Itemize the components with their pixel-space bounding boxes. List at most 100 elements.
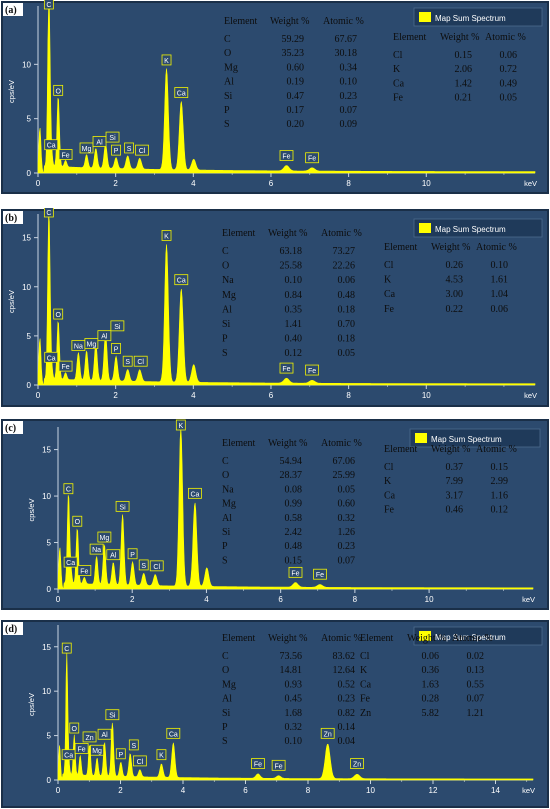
peak-label-text: Si <box>109 135 116 142</box>
peak-label-box <box>72 515 83 527</box>
peak-label-box <box>251 758 265 769</box>
y-tick-label: 10 <box>22 60 31 69</box>
peak-label-text: S <box>125 359 130 366</box>
y-tick-label: 0 <box>47 585 52 594</box>
peak-label-box <box>138 559 149 571</box>
table-left-atomic: 0.82 <box>338 708 356 719</box>
peak-label: K <box>161 54 172 66</box>
table-left-atomic: 0.09 <box>340 119 358 130</box>
peak-label-box <box>82 731 97 743</box>
table-right-weight: 1.42 <box>455 78 473 89</box>
peak-label: Na <box>89 543 104 555</box>
peak-label: Al <box>97 728 112 740</box>
table-left-weight: 0.60 <box>287 62 305 73</box>
peak-label: Fe <box>279 362 294 374</box>
table-left-weight: 0.19 <box>287 77 305 88</box>
table-left-header: Weight % <box>270 16 309 27</box>
legend-text: Map Sum Spectrum <box>435 225 506 234</box>
x-tick-label: 4 <box>191 391 196 400</box>
peak-label-box <box>44 139 59 151</box>
peak-label: Mg <box>84 338 99 349</box>
panel-label-box <box>3 421 23 434</box>
legend-swatch <box>415 433 427 443</box>
table-left-atomic: 67.67 <box>335 34 358 45</box>
table-left-element: Na <box>222 275 234 286</box>
y-tick-label: 5 <box>27 332 32 341</box>
peak-label: C <box>61 642 72 654</box>
peak-label-text: P <box>118 752 123 759</box>
table-right-header: Weight % <box>431 444 470 455</box>
peak-label: K <box>175 419 186 431</box>
table-right-header: Weight % <box>431 242 470 253</box>
table-left-weight: 0.32 <box>285 722 303 733</box>
panel-label: (b) <box>3 211 23 224</box>
table-left-atomic: 30.18 <box>335 48 358 59</box>
peak-label-text: P <box>114 148 119 155</box>
table-right-atomic: 0.02 <box>467 651 485 662</box>
peak-label-text: P <box>114 346 119 353</box>
table-right-weight: 0.36 <box>422 665 440 676</box>
peak-label: Si <box>105 131 120 143</box>
peak-label: Ca <box>63 556 78 568</box>
peak-label: C <box>43 0 54 10</box>
table-left-element: Mg <box>224 62 238 73</box>
peak-label-text: Zn <box>353 762 361 769</box>
table-left-element: O <box>222 261 229 272</box>
table-right-weight: 0.37 <box>446 462 464 473</box>
table-right-weight: 0.06 <box>422 651 440 662</box>
table-left-element: Al <box>222 513 232 524</box>
table-right-element: Cl <box>384 462 394 473</box>
panel-label-text: (d) <box>5 624 17 635</box>
peak-label: Mg <box>90 744 104 756</box>
x-tick-label: 0 <box>56 595 61 604</box>
table-left-element: Al <box>222 304 232 315</box>
peak-label-box <box>90 744 104 756</box>
x-tick-label: 6 <box>269 179 274 188</box>
y-tick-label: 0 <box>47 776 52 785</box>
table-left-element: P <box>222 722 228 733</box>
panel-label-box <box>3 3 23 16</box>
table-left-weight: 35.23 <box>282 48 305 59</box>
table-left-atomic: 25.99 <box>333 470 356 481</box>
peak-label-text: Zn <box>324 731 332 738</box>
y-tick-label: 0 <box>27 381 32 390</box>
table-right-atomic: 1.16 <box>491 490 509 501</box>
peak-label-box <box>127 548 138 560</box>
peak-label-box <box>43 208 54 218</box>
table-right-weight: 0.22 <box>446 304 464 315</box>
y-tick-label: 10 <box>22 283 31 292</box>
peak-label-text: C <box>66 487 71 494</box>
table-left-header: Atomic % <box>321 438 362 449</box>
peak-label: Cl <box>135 144 149 156</box>
panel-label-text: (b) <box>5 213 17 224</box>
peak-label-text: Fe <box>61 364 69 371</box>
peak-label: Fe <box>279 150 294 161</box>
table-left-weight: 28.37 <box>280 470 303 481</box>
peak-label-text: S <box>141 563 146 570</box>
peak-label-box <box>111 144 121 156</box>
peak-label: Zn <box>350 758 364 769</box>
peak-label-box <box>77 565 92 576</box>
peak-label: P <box>111 343 121 354</box>
peak-label: P <box>127 548 138 560</box>
table-right-atomic: 0.12 <box>491 505 509 516</box>
table-right-element: K <box>384 275 392 286</box>
table-right-atomic: 0.05 <box>500 93 518 104</box>
peak-label-box <box>279 362 294 374</box>
table-left-element: O <box>222 665 229 676</box>
peak-label-text: Fe <box>282 154 290 161</box>
table-left-weight: 73.56 <box>280 651 303 662</box>
peak-label: Mg <box>79 142 94 154</box>
peak-label-box <box>110 320 125 332</box>
table-left-header: Atomic % <box>321 228 362 239</box>
table-left-atomic: 0.07 <box>338 555 356 566</box>
table-right-atomic: 0.10 <box>491 260 509 271</box>
x-tick-label: 0 <box>36 391 41 400</box>
y-tick-label: 15 <box>22 234 31 243</box>
table-left-header: Element <box>222 228 256 239</box>
peak-label: Fe <box>305 364 320 376</box>
peak-label-box <box>44 351 59 363</box>
peak-label-box <box>174 87 189 98</box>
table-right-weight: 0.28 <box>422 694 440 705</box>
